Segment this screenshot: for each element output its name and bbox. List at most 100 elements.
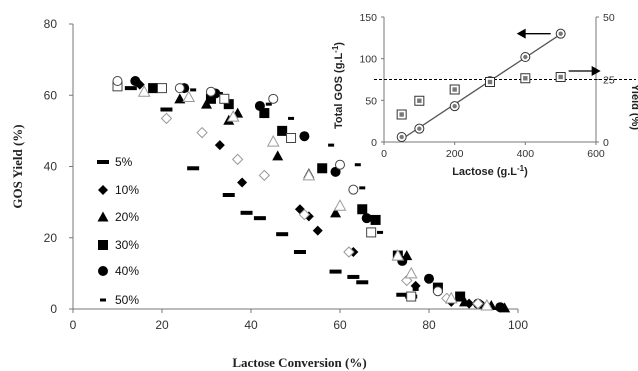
data-point [205, 93, 216, 104]
data-point [272, 150, 284, 161]
data-point-inner [487, 79, 493, 85]
data-point-inner [417, 126, 422, 131]
left-axis-arrow-head [516, 28, 526, 39]
data-point-inner [558, 31, 563, 36]
data-point [276, 232, 289, 237]
y-tick-label: 40 [44, 160, 58, 174]
data-point [160, 112, 173, 125]
legend-label: 40% [115, 264, 139, 278]
y-tick-label: 60 [44, 88, 58, 102]
data-point [293, 250, 306, 254]
x-tick-label: 40 [244, 318, 258, 332]
data-point-inner [523, 76, 528, 81]
series-40pct [130, 76, 506, 313]
legend-label: 10% [115, 183, 139, 197]
inset-y-right-axis-title: Yield (%) [629, 84, 638, 130]
legend-marker [97, 160, 109, 164]
inset-y-title-close: ) [333, 42, 345, 46]
legend-marker [98, 266, 108, 276]
data-point [444, 291, 458, 304]
x-tick-label: 20 [155, 318, 169, 332]
data-point [312, 225, 323, 236]
inset-y-title-sup: -1 [331, 45, 340, 53]
series-triangle-open [137, 85, 494, 311]
data-point [348, 184, 359, 195]
data-point [377, 230, 384, 234]
data-point [406, 291, 417, 302]
data-point [347, 274, 360, 279]
data-point-inner [558, 74, 563, 80]
inset-x-tick-label: 400 [517, 148, 535, 160]
series-yield [396, 72, 566, 120]
data-point [124, 86, 137, 91]
data-point [480, 298, 494, 311]
data-point [222, 193, 235, 197]
data-point [223, 99, 234, 110]
inset-x-title-sup: -1 [517, 164, 525, 173]
inset-x-tick-label: 0 [381, 148, 387, 160]
data-point [219, 93, 230, 104]
data-point [359, 186, 366, 190]
data-point-inner [452, 87, 457, 92]
data-point [330, 166, 341, 177]
y-tick-label: 80 [44, 17, 58, 31]
data-point [187, 166, 200, 171]
inset-y-title-main: Total GOS (g.L [333, 53, 345, 129]
x-tick-label: 80 [422, 318, 436, 332]
y-axis-title: GOS Yield (%) [10, 124, 25, 208]
data-point [329, 269, 342, 274]
data-point [266, 135, 280, 147]
data-point-inner [417, 98, 422, 103]
inset-x-tick-label: 600 [587, 148, 605, 160]
data-point-inner [452, 103, 457, 109]
legend-label: 30% [115, 238, 139, 252]
right-axis-arrow-head [591, 66, 601, 76]
data-point [157, 83, 167, 94]
main-plot-area: 0 20 40 60 80 0 20 40 60 80 100 Lactose Conversion … [10, 17, 528, 370]
data-point [174, 93, 186, 104]
data-point [265, 102, 272, 106]
data-point [258, 169, 271, 182]
x-axis-title: Lactose Conversion (%) [232, 355, 366, 370]
data-point [259, 108, 270, 119]
data-point [253, 216, 266, 221]
legend-marker [97, 211, 109, 222]
data-point [286, 133, 297, 143]
inset-x-title-main: Lactose (g.L [452, 166, 517, 178]
series-diamond-open [160, 112, 484, 310]
x-tick-label: 0 [70, 318, 77, 332]
inset-y-tick-label: 150 [359, 12, 377, 24]
legend-label: 20% [115, 210, 139, 224]
data-point [354, 163, 361, 167]
data-point [299, 131, 310, 142]
data-point [424, 273, 434, 284]
inset-x-title-close: ) [524, 166, 528, 178]
data-point-inner [523, 54, 528, 60]
x-tick-label: 60 [333, 318, 347, 332]
data-point [317, 163, 328, 174]
data-point [226, 110, 240, 122]
data-point [432, 286, 443, 297]
data-point-inner [399, 112, 404, 117]
y-tick-label: 0 [50, 302, 57, 316]
inset-y-axis-title: Total GOS (g.L-1) [331, 42, 345, 129]
total-gos-trendline [401, 33, 562, 140]
data-point-inner [399, 134, 404, 140]
data-point [404, 266, 418, 279]
x-tick-label: 100 [508, 318, 528, 332]
data-point [335, 159, 345, 170]
inset-x-axis-title: Lactose (g.L-1) [452, 164, 528, 178]
data-point [366, 227, 377, 238]
series-square-open [112, 81, 417, 302]
data-point [298, 208, 311, 221]
legend-label: 50% [115, 293, 139, 307]
data-point [330, 207, 342, 218]
data-point [357, 204, 368, 215]
data-point [396, 292, 409, 297]
data-point [391, 249, 405, 261]
data-point [216, 91, 223, 95]
data-point [160, 107, 173, 112]
data-point [472, 297, 484, 310]
inset-y-tick-label: 50 [365, 95, 377, 107]
data-point [333, 199, 347, 211]
